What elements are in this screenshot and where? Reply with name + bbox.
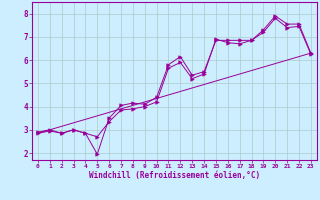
X-axis label: Windchill (Refroidissement éolien,°C): Windchill (Refroidissement éolien,°C) — [89, 171, 260, 180]
